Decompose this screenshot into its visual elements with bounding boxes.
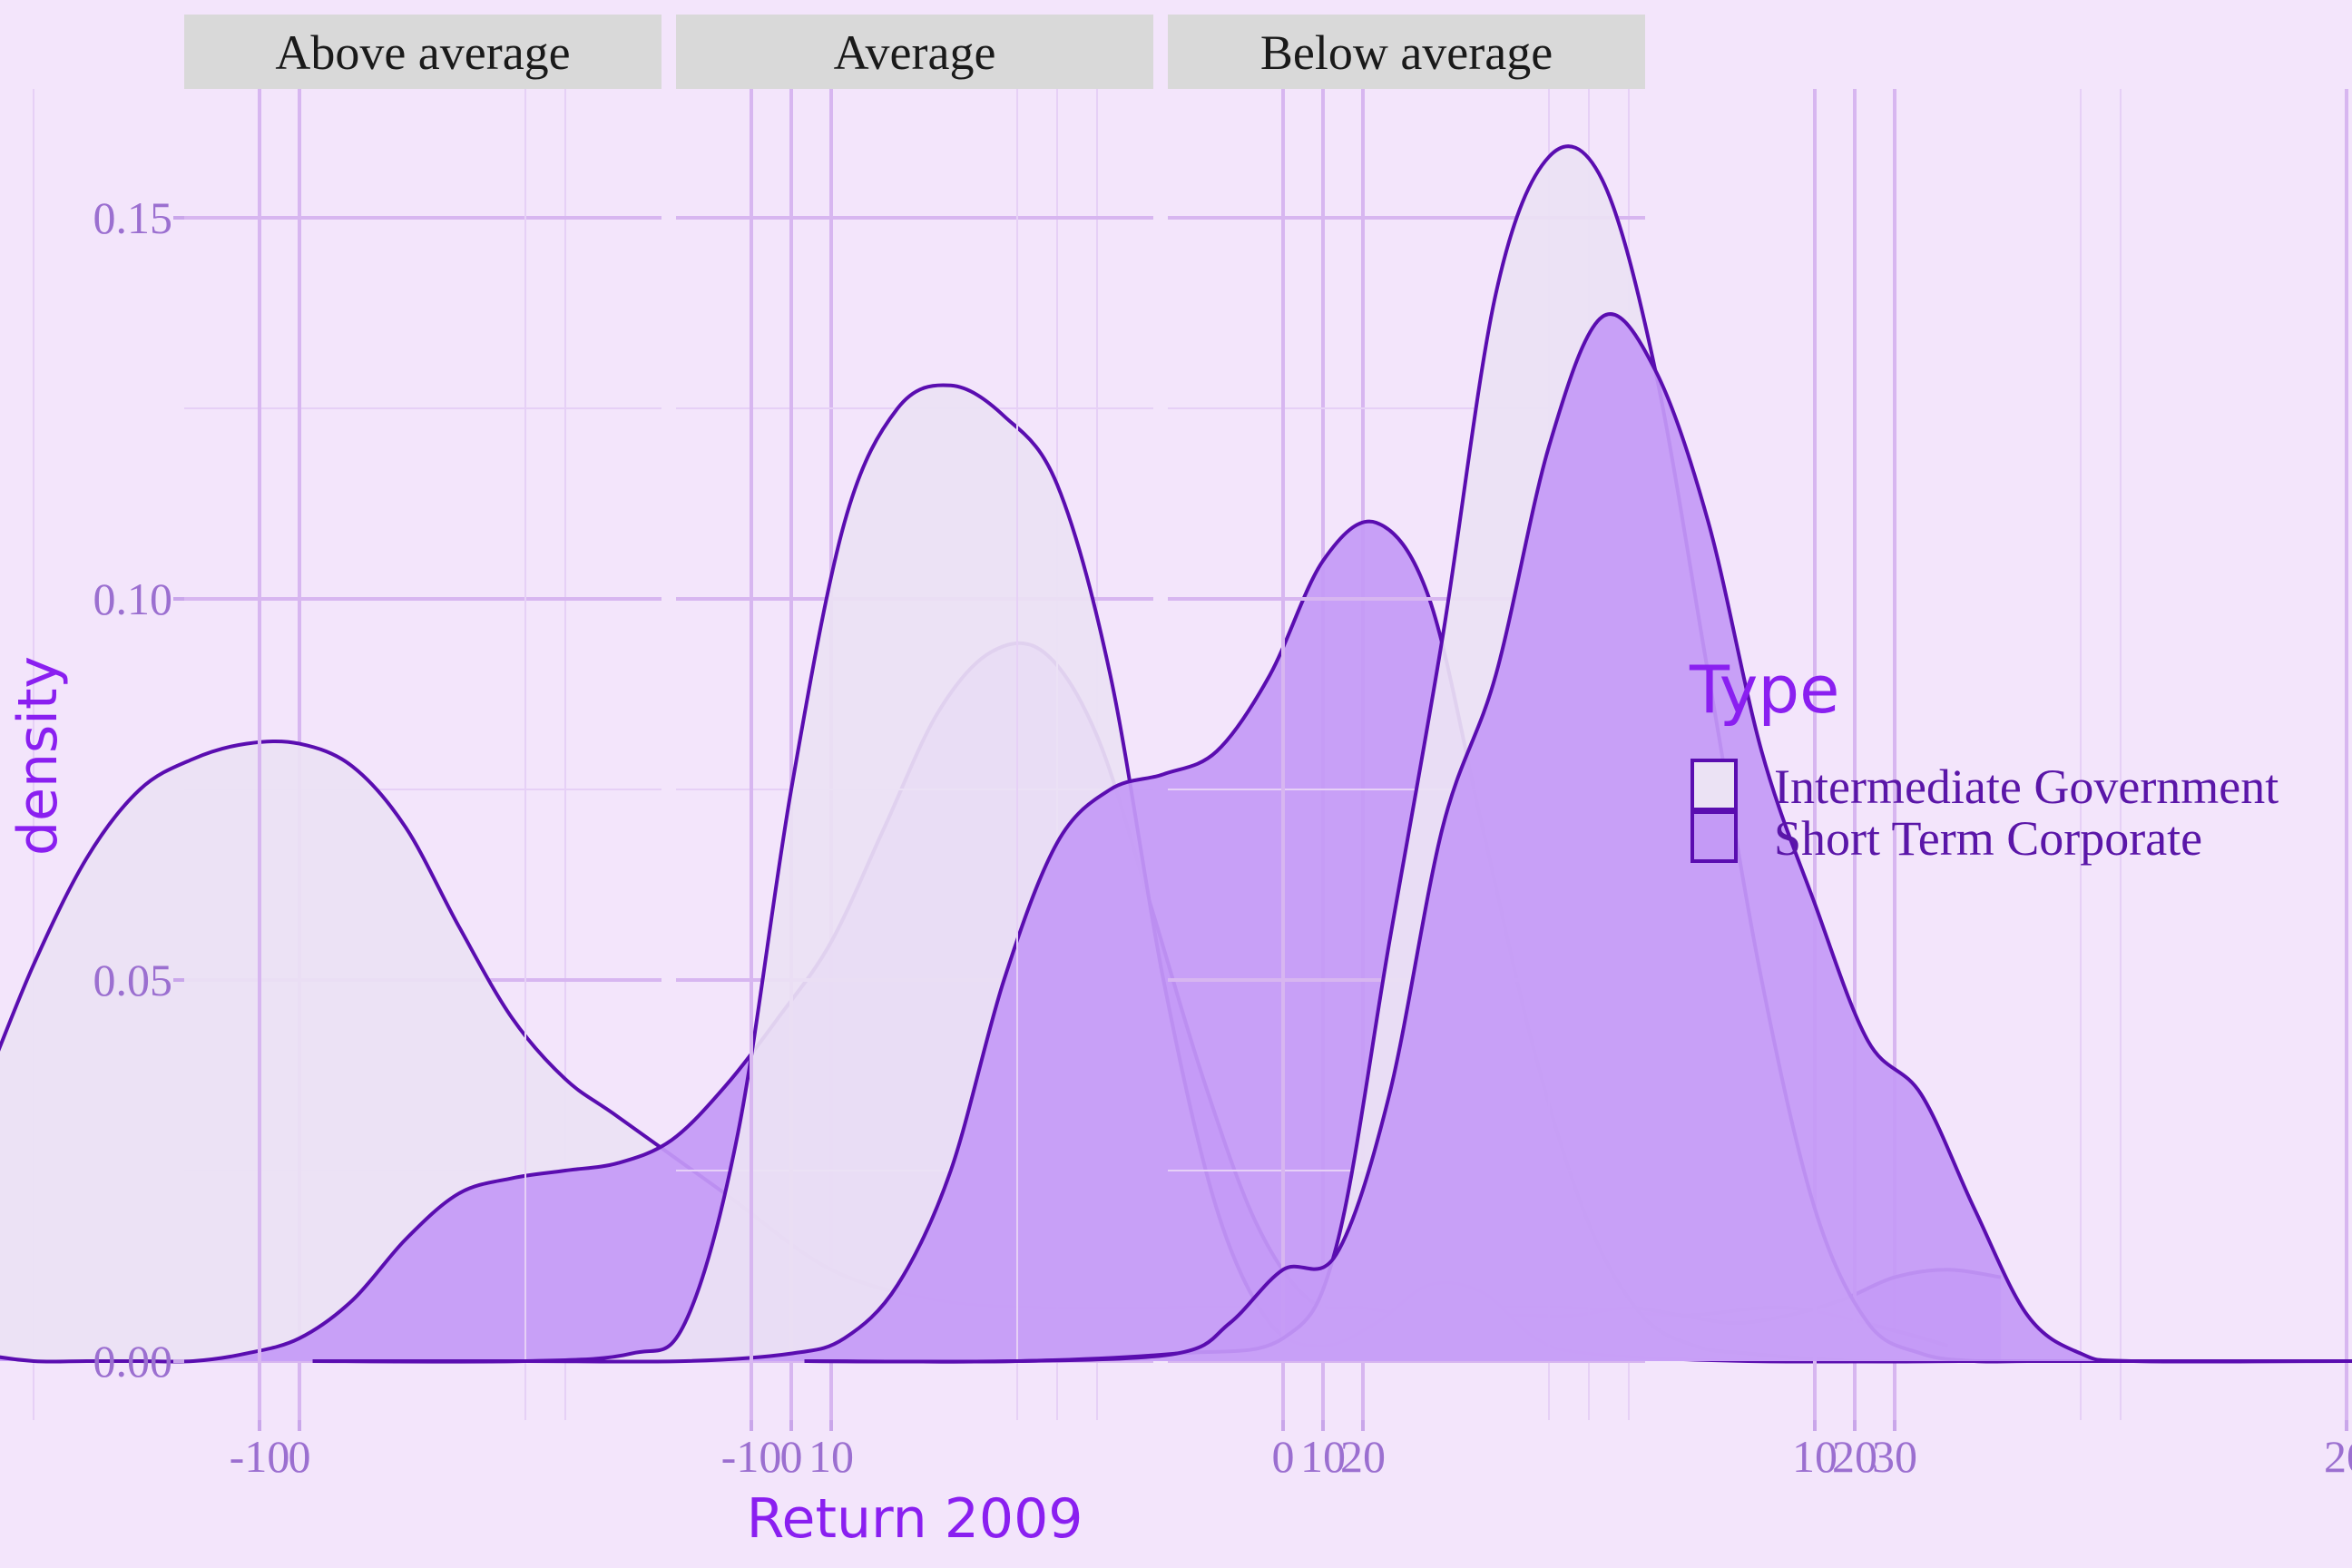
legend-key-short-term-corporate — [1690, 810, 1738, 863]
y-axis: 0.00 0.05 0.10 0.15 density — [6, 192, 172, 1387]
y-axis-title: density — [6, 656, 70, 856]
x-tick-label: 10 — [1300, 1431, 1346, 1482]
y-tick-label: 0.05 — [93, 955, 173, 1005]
legend-title: Type — [1689, 652, 1839, 728]
x-tick-label: 10 — [1792, 1431, 1838, 1482]
facet-title: Average — [834, 25, 996, 80]
facet-panel-below-average: Below average — [750, 15, 2352, 1420]
x-tick-label: 0 — [780, 1431, 803, 1482]
x-tick-label: 0 — [289, 1431, 311, 1482]
density-area-short-term-corporate — [804, 314, 2352, 1362]
legend-key-intermediate-government — [1690, 759, 1738, 811]
density-area-short-term-corporate — [312, 521, 2352, 1362]
legend-label-intermediate-government: Intermediate Government — [1774, 760, 2278, 814]
x-axis: -100102030-100102030-100102030 — [173, 216, 2352, 1482]
y-tick-label: 0.00 — [93, 1336, 173, 1387]
legend-label-short-term-corporate: Short Term Corporate — [1774, 811, 2202, 866]
y-tick-label: 0.10 — [93, 573, 173, 624]
density-line-short-term-corporate — [804, 312, 2352, 1364]
x-tick-label: -10 — [230, 1431, 290, 1482]
x-tick-label: 0 — [1272, 1431, 1295, 1482]
x-tick-label: 30 — [1872, 1431, 1917, 1482]
facet-title: Above average — [275, 25, 570, 80]
facet-strip — [184, 15, 662, 89]
x-tick-label: -10 — [721, 1431, 782, 1482]
x-tick-label: 20 — [1340, 1431, 1386, 1482]
x-tick-label: 20 — [1832, 1431, 1877, 1482]
facet-title: Below average — [1260, 25, 1553, 80]
x-tick-label: 20 — [2324, 1431, 2352, 1482]
density-series — [804, 144, 2352, 1364]
x-axis-title: Return 2009 — [747, 1487, 1083, 1551]
x-tick-label: 10 — [808, 1431, 854, 1482]
facet-strip — [1168, 15, 1645, 89]
y-tick-label: 0.15 — [93, 192, 173, 243]
density-area-intermediate-government — [312, 385, 2352, 1362]
gridlines — [750, 89, 2348, 1420]
legend: Type Intermediate Government Short Term … — [1689, 652, 2278, 866]
facet-strip — [676, 15, 1153, 89]
